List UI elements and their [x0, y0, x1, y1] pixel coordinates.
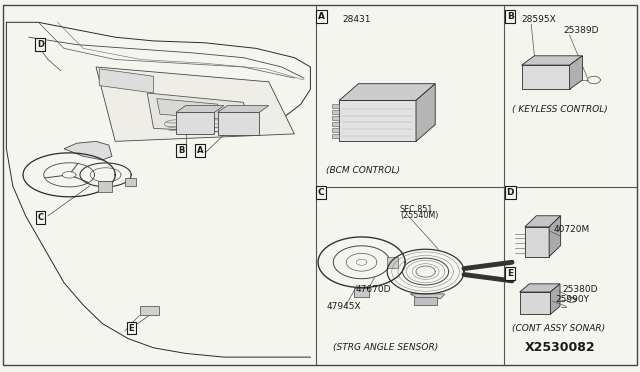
Bar [140, 306, 159, 315]
Polygon shape [99, 69, 154, 93]
Text: A: A [197, 146, 204, 155]
Polygon shape [339, 84, 435, 100]
Text: E: E [129, 324, 134, 333]
Polygon shape [64, 141, 112, 160]
Text: (25540M): (25540M) [400, 211, 438, 219]
Text: D: D [37, 40, 44, 49]
Text: B: B [507, 12, 513, 21]
Polygon shape [570, 56, 582, 89]
Bar [125, 178, 136, 186]
Bar [332, 116, 339, 120]
Polygon shape [157, 99, 221, 119]
Polygon shape [550, 284, 560, 314]
Bar [218, 112, 259, 135]
Text: B: B [178, 146, 184, 155]
Text: X2530082: X2530082 [525, 341, 595, 354]
Text: 25389D: 25389D [563, 26, 598, 35]
Text: C: C [318, 188, 324, 197]
Polygon shape [522, 56, 582, 65]
Polygon shape [520, 284, 560, 292]
Polygon shape [147, 93, 256, 134]
Text: 25990Y: 25990Y [556, 295, 589, 304]
Text: ( KEYLESS CONTROL): ( KEYLESS CONTROL) [512, 105, 608, 113]
Bar [176, 112, 214, 134]
Text: A: A [318, 12, 324, 21]
Polygon shape [549, 216, 561, 257]
Text: (BCM CONTROL): (BCM CONTROL) [326, 166, 401, 175]
Bar [520, 292, 550, 314]
Text: 28595X: 28595X [522, 15, 556, 24]
Bar [332, 104, 339, 108]
Bar [332, 134, 339, 138]
Polygon shape [416, 84, 435, 141]
Text: 40720M: 40720M [554, 225, 590, 234]
Bar [354, 288, 369, 297]
Bar [414, 297, 437, 305]
Text: 25380D: 25380D [562, 285, 597, 294]
Polygon shape [218, 106, 269, 112]
Text: E: E [507, 269, 513, 278]
Bar [387, 257, 399, 268]
Text: 28431: 28431 [342, 15, 371, 24]
Text: (STRG ANGLE SENSOR): (STRG ANGLE SENSOR) [333, 343, 438, 352]
Text: C: C [37, 213, 44, 222]
Bar [525, 227, 549, 257]
Bar [98, 181, 112, 192]
Bar [332, 122, 339, 126]
Polygon shape [96, 67, 294, 141]
Text: (CONT ASSY SONAR): (CONT ASSY SONAR) [512, 324, 605, 333]
Text: 47670D: 47670D [355, 285, 390, 294]
Bar [332, 110, 339, 114]
Text: 47945X: 47945X [326, 302, 361, 311]
Bar [339, 100, 416, 141]
Text: D: D [506, 188, 514, 197]
Polygon shape [176, 106, 224, 112]
Text: SEC.851: SEC.851 [400, 205, 433, 214]
Polygon shape [525, 216, 561, 227]
Bar [522, 65, 570, 89]
Bar [332, 128, 339, 132]
Polygon shape [410, 294, 445, 298]
